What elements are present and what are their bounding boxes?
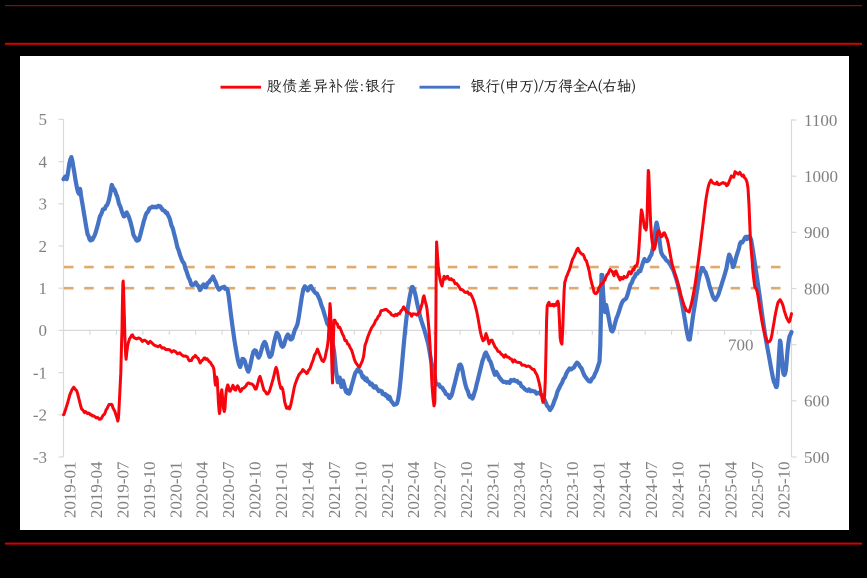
svg-text:1000: 1000 [804, 167, 838, 186]
svg-text:2023-01: 2023-01 [484, 462, 503, 519]
svg-text:-2: -2 [33, 406, 47, 425]
svg-text:2019-01: 2019-01 [61, 462, 80, 519]
svg-text:2023-10: 2023-10 [563, 462, 582, 519]
svg-text:2021-04: 2021-04 [299, 461, 318, 518]
svg-text:2023-07: 2023-07 [536, 461, 555, 518]
svg-text:2021-07: 2021-07 [325, 461, 344, 518]
svg-text:2020-10: 2020-10 [246, 462, 265, 519]
svg-text:500: 500 [804, 448, 830, 467]
svg-text:2019-07: 2019-07 [113, 461, 132, 518]
svg-text:-3: -3 [33, 448, 47, 467]
svg-text:2024-04: 2024-04 [616, 461, 635, 518]
svg-text:2021-10: 2021-10 [351, 462, 370, 519]
svg-text:2021-01: 2021-01 [272, 462, 291, 519]
svg-text:2025-07: 2025-07 [748, 461, 767, 518]
svg-text:2024-10: 2024-10 [669, 462, 688, 519]
svg-text:2020-07: 2020-07 [219, 461, 238, 518]
svg-text:2022-07: 2022-07 [431, 461, 450, 518]
svg-text:1100: 1100 [804, 111, 837, 130]
svg-text:600: 600 [804, 392, 830, 411]
svg-text:5: 5 [39, 110, 48, 129]
svg-text:2024-01: 2024-01 [589, 462, 608, 519]
svg-text:2023-04: 2023-04 [510, 461, 529, 518]
svg-text:1: 1 [39, 279, 48, 298]
svg-text:2022-01: 2022-01 [378, 462, 397, 519]
svg-text:2025-10: 2025-10 [774, 462, 793, 519]
svg-text:2020-01: 2020-01 [166, 462, 185, 519]
svg-text:900: 900 [804, 223, 830, 242]
svg-text:2: 2 [39, 237, 48, 256]
svg-text:2024-07: 2024-07 [642, 461, 661, 518]
svg-text:2020-04: 2020-04 [193, 461, 212, 518]
svg-text:2025-04: 2025-04 [722, 461, 741, 518]
svg-text:4: 4 [39, 152, 48, 171]
svg-text:2019-10: 2019-10 [140, 462, 159, 519]
svg-text:3: 3 [39, 195, 48, 214]
svg-text:2022-04: 2022-04 [404, 461, 423, 518]
svg-text:-1: -1 [33, 363, 47, 382]
svg-text:0: 0 [39, 321, 48, 340]
svg-text:700: 700 [728, 336, 754, 355]
svg-text:2022-10: 2022-10 [457, 461, 476, 518]
svg-text:2025-01: 2025-01 [695, 462, 714, 519]
svg-text:2019-04: 2019-04 [87, 461, 106, 518]
svg-text:800: 800 [804, 279, 830, 298]
